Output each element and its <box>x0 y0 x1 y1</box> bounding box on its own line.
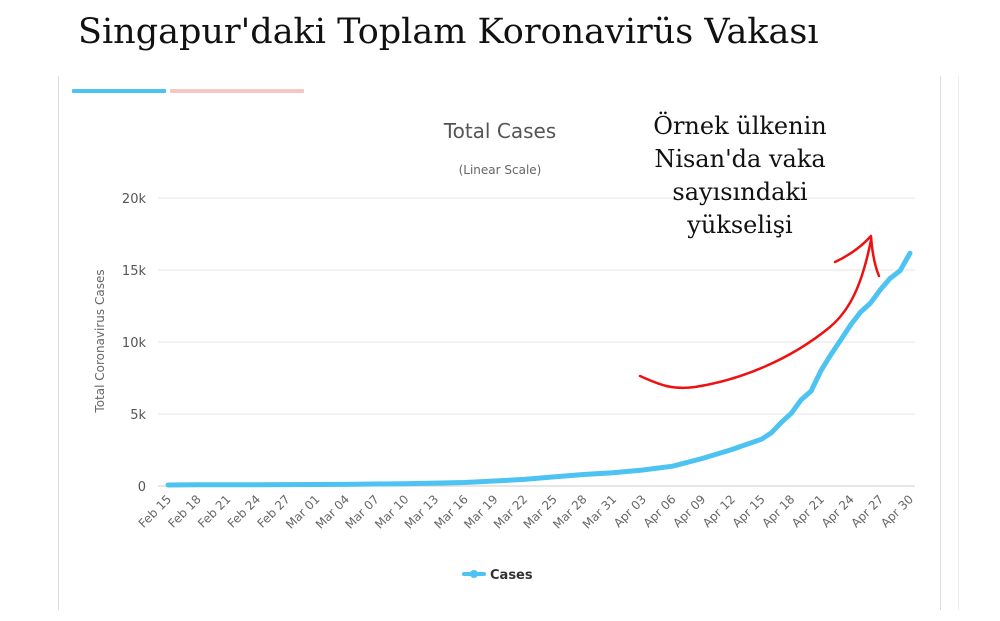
x-tick-label: Apr 09 <box>670 492 708 530</box>
x-tick-label: Mar 31 <box>580 492 619 531</box>
data-point <box>858 310 863 315</box>
data-point <box>759 437 764 442</box>
y-tick-label: 5k <box>130 408 146 423</box>
data-point <box>284 482 289 487</box>
x-tick-label: Apr 18 <box>759 492 797 530</box>
data-point <box>551 474 556 479</box>
data-point <box>344 482 349 487</box>
tab-indicator-total-cases[interactable] <box>72 89 166 93</box>
data-point <box>828 352 833 357</box>
x-tick-label: Apr 15 <box>730 492 768 530</box>
data-point <box>670 464 675 469</box>
x-tick-label: Apr 27 <box>848 492 886 530</box>
y-tick-labels: 0 5k 10k 15k 20k <box>122 192 147 495</box>
y-tick-label: 20k <box>122 192 147 207</box>
chart-title: Total Cases <box>443 119 556 143</box>
legend-marker-icon <box>470 570 478 578</box>
data-point <box>373 482 378 487</box>
data-point <box>908 251 913 256</box>
data-point <box>314 482 319 487</box>
data-point <box>878 287 883 292</box>
data-point <box>819 368 824 373</box>
data-point <box>888 276 893 281</box>
data-point <box>838 338 843 343</box>
data-point <box>789 411 794 416</box>
chart-frame-left-border <box>58 76 59 610</box>
data-point <box>640 468 645 473</box>
x-tick-label: Apr 12 <box>700 492 738 530</box>
data-point <box>868 301 873 306</box>
data-point <box>403 481 408 486</box>
data-point <box>779 420 784 425</box>
x-tick-label: Apr 30 <box>878 492 916 530</box>
data-point <box>611 470 616 475</box>
data-point <box>462 480 467 485</box>
data-point <box>799 397 804 402</box>
series-points-cases <box>166 251 913 488</box>
data-point <box>809 389 814 394</box>
data-point <box>898 268 903 273</box>
y-axis-label: Total Coronavirus Cases <box>93 269 107 413</box>
annotation-text: Örnek ülkenin Nisan'da vaka sayısındaki … <box>653 112 827 239</box>
data-point <box>225 482 230 487</box>
chart-subtitle: (Linear Scale) <box>459 163 542 177</box>
annotation-curve <box>638 238 873 390</box>
y-tick-label: 15k <box>122 264 147 279</box>
x-tick-label: Apr 06 <box>641 492 679 530</box>
data-point <box>769 430 774 435</box>
data-point <box>700 456 705 461</box>
data-point <box>433 481 438 486</box>
data-point <box>581 472 586 477</box>
annotation-red-arrow <box>638 234 881 390</box>
annotation-arrowhead <box>833 234 881 278</box>
y-tick-label: 0 <box>138 480 146 495</box>
page-scroll-edge <box>958 76 959 610</box>
data-point <box>492 479 497 484</box>
data-point <box>195 482 200 487</box>
data-point <box>848 323 853 328</box>
x-tick-label: Apr 03 <box>611 492 649 530</box>
y-tick-label: 10k <box>122 336 147 351</box>
page-title: Singapur'daki Toplam Koronavirüs Vakası <box>78 12 819 52</box>
legend-label-cases: Cases <box>490 568 533 583</box>
data-point <box>166 483 171 488</box>
chart-legend[interactable]: Cases <box>462 568 533 583</box>
tab-indicator-secondary[interactable] <box>170 89 304 93</box>
x-tick-label: Apr 21 <box>789 492 827 530</box>
x-tick-label: Apr 24 <box>819 492 857 530</box>
data-point <box>255 482 260 487</box>
data-point <box>522 477 527 482</box>
chart-frame-right-border <box>940 76 941 610</box>
data-point <box>729 447 734 452</box>
series-line-cases <box>165 250 913 488</box>
